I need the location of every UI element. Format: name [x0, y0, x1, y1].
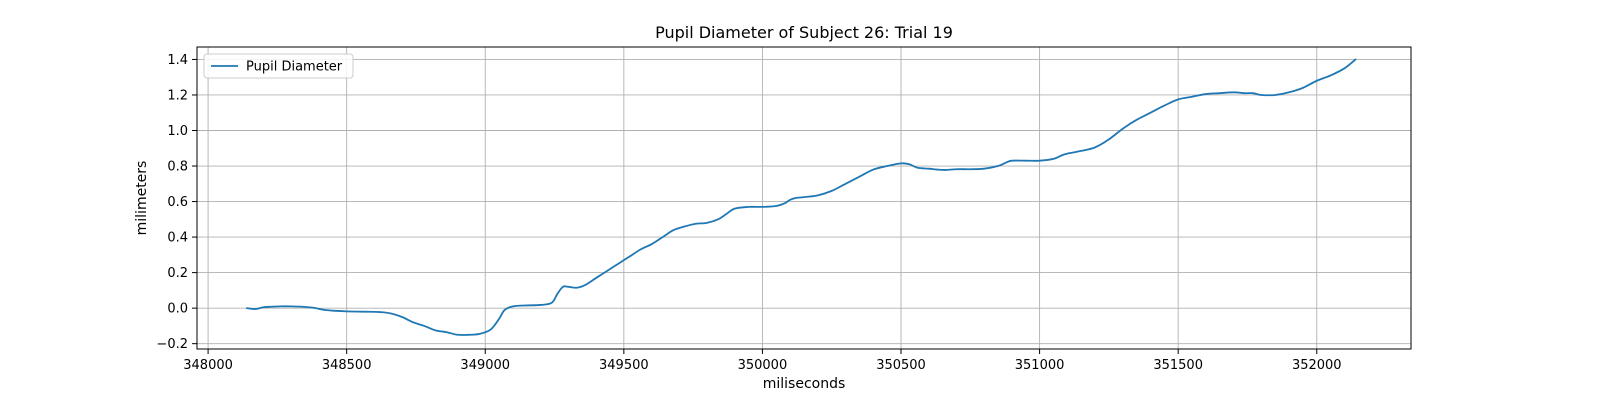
- series-line-pupil-diameter: [245, 58, 1357, 336]
- x-tick-label: 348500: [322, 358, 372, 373]
- x-tick-label: 350000: [738, 358, 788, 373]
- x-tick-label: 348000: [183, 358, 233, 373]
- legend-label-pupil-diameter: Pupil Diameter: [246, 60, 343, 75]
- y-tick-label: −0.2: [156, 337, 188, 352]
- y-tick-label: 0.4: [167, 231, 188, 246]
- plot-area-frame: [196, 46, 1412, 350]
- x-tick-label: 352000: [1292, 358, 1342, 373]
- legend-box: [203, 53, 354, 79]
- grid-lines: [197, 47, 1411, 349]
- y-tick-label: 0.8: [167, 160, 188, 175]
- x-tick-label: 351500: [1153, 358, 1203, 373]
- y-tick-label: 0.0: [167, 302, 188, 317]
- axis-ticks: 348000 348500 349000 349500 350000 350500 3510…: [156, 53, 1341, 373]
- y-axis-label: milimeters: [134, 161, 150, 236]
- x-tick-label: 349000: [460, 358, 510, 373]
- y-tick-label: 1.0: [167, 124, 188, 139]
- x-tick-label: 351000: [1015, 358, 1065, 373]
- x-axis-label: miliseconds: [763, 376, 846, 392]
- legend: Pupil Diameter: [203, 53, 354, 79]
- y-tick-label: 1.4: [167, 53, 188, 68]
- y-tick-label: 0.2: [167, 266, 188, 281]
- x-tick-label: 350500: [876, 358, 926, 373]
- y-tick-label: 1.2: [167, 88, 188, 103]
- x-tick-label: 349500: [599, 358, 649, 373]
- series-layer: [245, 58, 1357, 336]
- y-tick-label: 0.6: [167, 195, 188, 210]
- chart-title: Pupil Diameter of Subject 26: Trial 19: [655, 23, 953, 42]
